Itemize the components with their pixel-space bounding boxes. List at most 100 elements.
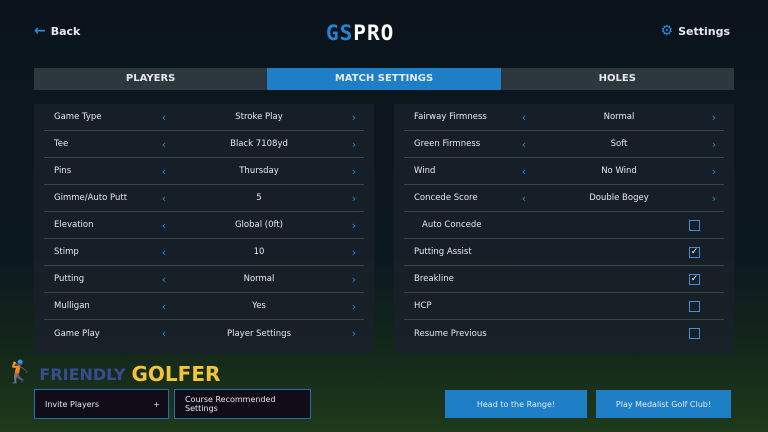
chevron-right-icon[interactable]: ›	[711, 110, 717, 124]
chevron-left-icon[interactable]: ‹	[161, 110, 167, 124]
chevron-right-icon[interactable]: ›	[351, 218, 357, 232]
watermark-line1: FRIENDLY	[39, 365, 126, 384]
setting-label: Wind	[414, 166, 436, 176]
setting-value: Double Bogey	[589, 193, 649, 203]
chevron-left-icon[interactable]: ‹	[521, 164, 527, 178]
setting-label: Game Type	[54, 112, 102, 122]
back-label: Back	[50, 24, 81, 38]
chevron-right-icon[interactable]: ›	[351, 272, 357, 286]
setting-row: Auto Concede	[404, 212, 724, 239]
setting-label: Pins	[54, 166, 72, 176]
chevron-left-icon[interactable]: ‹	[161, 299, 167, 313]
course-recommended-settings-button[interactable]: Course Recommended Settings	[174, 389, 311, 419]
arrow-left-icon: ←	[34, 23, 46, 39]
chevron-right-icon[interactable]: ›	[351, 245, 357, 259]
setting-label: Green Firmness	[414, 139, 481, 149]
setting-row: Breakline ✓	[404, 266, 724, 293]
setting-row: Stimp ‹ 10 ›	[44, 239, 364, 266]
setting-label: Concede Score	[414, 193, 478, 203]
left-settings-panel: Game Type ‹ Stroke Play › Tee ‹ Black 7108yd › P…	[34, 104, 374, 354]
checkbox[interactable]: ✓	[689, 246, 700, 258]
chevron-right-icon[interactable]: ›	[351, 299, 357, 313]
chevron-left-icon[interactable]: ‹	[161, 245, 167, 259]
setting-row: Green Firmness ‹ Soft ›	[404, 131, 724, 158]
checkbox[interactable]: ✓	[689, 273, 700, 285]
setting-row: Wind ‹ No Wind ›	[404, 158, 724, 185]
settings-button[interactable]: ⚙ Settings	[661, 23, 731, 39]
setting-row: Game Type ‹ Stroke Play ›	[44, 104, 364, 131]
course-label: Course Recommended Settings	[185, 395, 276, 413]
chevron-left-icon[interactable]: ‹	[161, 327, 167, 340]
gear-icon: ⚙	[660, 23, 674, 39]
settings-label: Settings	[678, 24, 730, 38]
setting-label: Elevation	[54, 220, 94, 230]
chevron-left-icon[interactable]: ‹	[521, 191, 527, 205]
setting-value: Black 7108yd	[230, 139, 288, 149]
setting-row: Mulligan ‹ Yes ›	[44, 293, 364, 320]
chevron-right-icon[interactable]: ›	[711, 137, 717, 151]
setting-label: Mulligan	[54, 301, 90, 311]
head-to-range-button[interactable]: Head to the Range!	[445, 390, 587, 418]
tab-holes[interactable]: HOLES	[598, 73, 636, 84]
setting-label: Stimp	[54, 247, 79, 257]
chevron-right-icon[interactable]: ›	[711, 191, 717, 205]
checkbox[interactable]	[689, 328, 700, 339]
chevron-left-icon[interactable]: ‹	[521, 110, 527, 124]
setting-row: Gimme/Auto Putt ‹ 5 ›	[44, 185, 364, 212]
setting-label: Breakline	[414, 274, 454, 284]
golfer-icon: 🏌	[6, 360, 34, 385]
setting-row: HCP	[404, 293, 724, 320]
header: ← Back GSPRO ⚙ Settings	[0, 0, 768, 62]
invite-players-button[interactable]: Invite Players +	[34, 389, 169, 419]
setting-value: Player Settings	[226, 328, 291, 339]
tab-players[interactable]: PLAYERS	[125, 73, 176, 84]
chevron-right-icon[interactable]: ›	[351, 327, 357, 340]
chevron-left-icon[interactable]: ‹	[161, 137, 167, 151]
setting-value: No Wind	[601, 166, 637, 176]
play-course-button[interactable]: Play Medalist Golf Club!	[596, 390, 731, 418]
setting-label: Fairway Firmness	[414, 112, 487, 122]
setting-row: Game Play ‹ Player Settings ›	[44, 320, 364, 347]
setting-value: Stroke Play	[235, 112, 283, 122]
setting-row: Tee ‹ Black 7108yd ›	[44, 131, 364, 158]
setting-row: Concede Score ‹ Double Bogey ›	[404, 185, 724, 212]
setting-row: Fairway Firmness ‹ Normal ›	[404, 104, 724, 131]
tab-bar: PLAYERS MATCH SETTINGS HOLES	[34, 68, 734, 90]
chevron-right-icon[interactable]: ›	[711, 164, 717, 178]
right-settings-panel: Fairway Firmness ‹ Normal › Green Firmness ‹ S…	[394, 104, 734, 354]
chevron-right-icon[interactable]: ›	[351, 110, 357, 124]
setting-row: Putting ‹ Normal ›	[44, 266, 364, 293]
setting-row: Pins ‹ Thursday ›	[44, 158, 364, 185]
chevron-left-icon[interactable]: ‹	[161, 191, 167, 205]
chevron-left-icon[interactable]: ‹	[521, 137, 527, 151]
chevron-right-icon[interactable]: ›	[351, 137, 357, 151]
setting-label: Gimme/Auto Putt	[54, 193, 128, 203]
setting-label: Tee	[54, 139, 69, 149]
setting-row: Elevation ‹ Global (0ft) ›	[44, 212, 364, 239]
friendly-golfer-watermark: 🏌 FRIENDLY GOLFER	[6, 358, 220, 386]
play-label: Play Medalist Golf Club!	[615, 399, 712, 409]
chevron-right-icon[interactable]: ›	[351, 164, 357, 178]
back-button[interactable]: ← Back	[34, 23, 80, 39]
setting-value: Yes	[252, 301, 266, 311]
plus-icon: +	[153, 399, 160, 409]
setting-value: Global (0ft)	[234, 220, 284, 230]
chevron-left-icon[interactable]: ‹	[161, 164, 167, 178]
gspro-logo: GSPRO	[326, 21, 394, 45]
watermark-line2: GOLFER	[131, 362, 221, 386]
chevron-left-icon[interactable]: ‹	[161, 218, 167, 232]
range-label: Head to the Range!	[476, 399, 556, 409]
logo-part: PRO	[353, 21, 395, 45]
setting-value: Soft	[610, 139, 628, 149]
chevron-left-icon[interactable]: ‹	[161, 272, 167, 286]
tab-match-settings[interactable]: MATCH SETTINGS	[267, 68, 501, 90]
setting-value: Normal	[243, 274, 275, 284]
setting-value: Thursday	[239, 166, 279, 176]
setting-row: Resume Previous	[404, 320, 724, 347]
setting-value: Normal	[603, 112, 635, 122]
chevron-right-icon[interactable]: ›	[351, 191, 357, 205]
setting-value: 10	[253, 247, 265, 257]
checkbox[interactable]	[689, 300, 700, 312]
setting-label: Putting	[54, 274, 85, 284]
checkbox[interactable]	[689, 219, 700, 231]
